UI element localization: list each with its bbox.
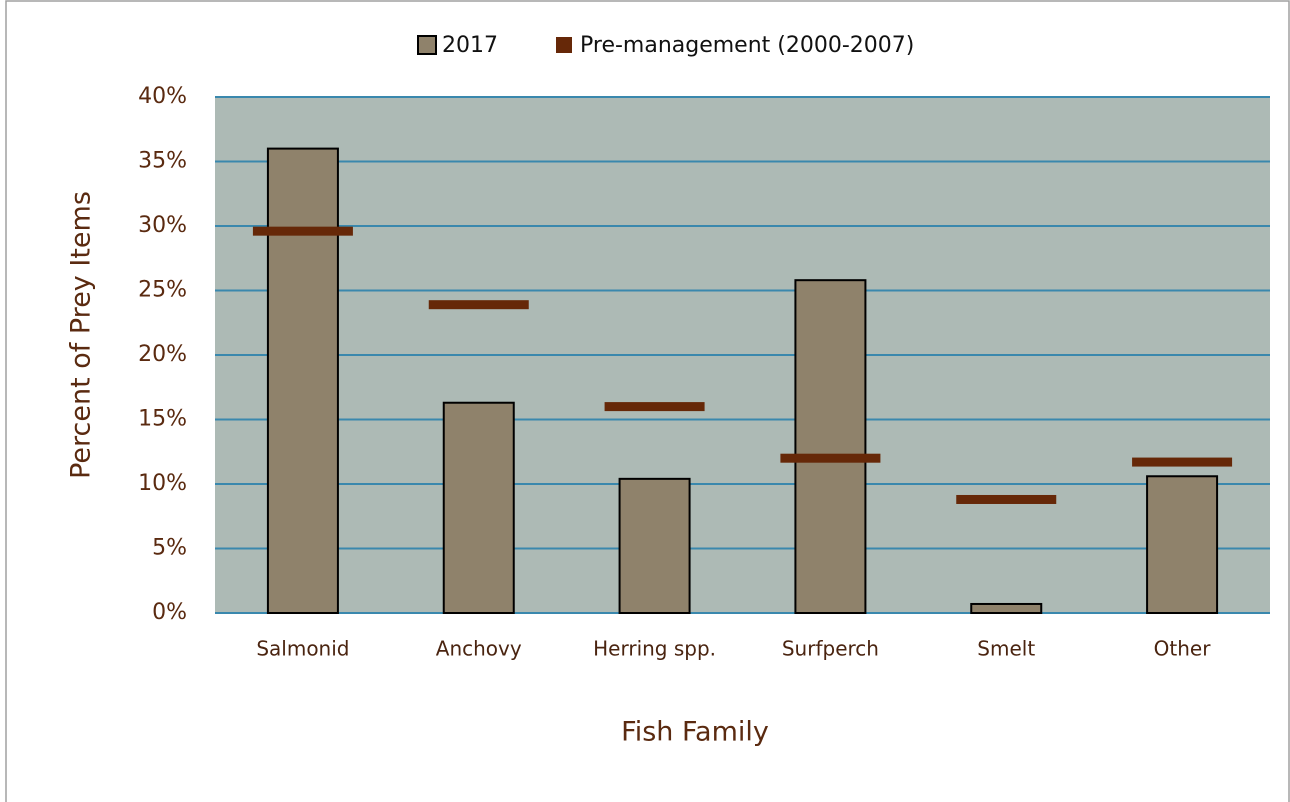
x-tick-label: Anchovy [436, 637, 522, 661]
legend-label: 2017 [442, 33, 498, 58]
x-tick-label: Surfperch [782, 637, 879, 661]
y-tick-label: 15% [138, 407, 187, 432]
y-tick-label: 40% [138, 84, 187, 109]
y-tick-label: 35% [138, 149, 187, 174]
legend-swatch [556, 37, 572, 53]
bar [618, 477, 691, 614]
marker [780, 453, 881, 463]
marker [604, 402, 705, 412]
x-tick-label: Other [1154, 637, 1212, 661]
x-tick-label: Salmonid [256, 637, 349, 661]
marker [252, 226, 353, 236]
x-axis-title: Fish Family [621, 717, 769, 748]
y-tick-label: 30% [138, 213, 187, 238]
marker [428, 300, 529, 310]
y-axis-title: Percent of Prey Items [66, 191, 97, 479]
y-tick-label: 0% [152, 600, 187, 625]
bar [1146, 475, 1219, 615]
x-tick-label: Herring spp. [593, 637, 716, 661]
legend-label: Pre-management (2000-2007) [580, 33, 914, 58]
y-tick-label: 20% [138, 342, 187, 367]
y-tick-label: 5% [152, 536, 187, 561]
bar [970, 602, 1043, 614]
x-tick-label: Smelt [977, 637, 1035, 661]
y-tick-label: 25% [138, 278, 187, 303]
bar [442, 401, 515, 615]
bar [794, 279, 867, 614]
legend-swatch [417, 35, 437, 55]
y-tick-label: 10% [138, 471, 187, 496]
marker [1132, 457, 1233, 467]
marker [956, 494, 1057, 504]
bar [266, 147, 339, 614]
